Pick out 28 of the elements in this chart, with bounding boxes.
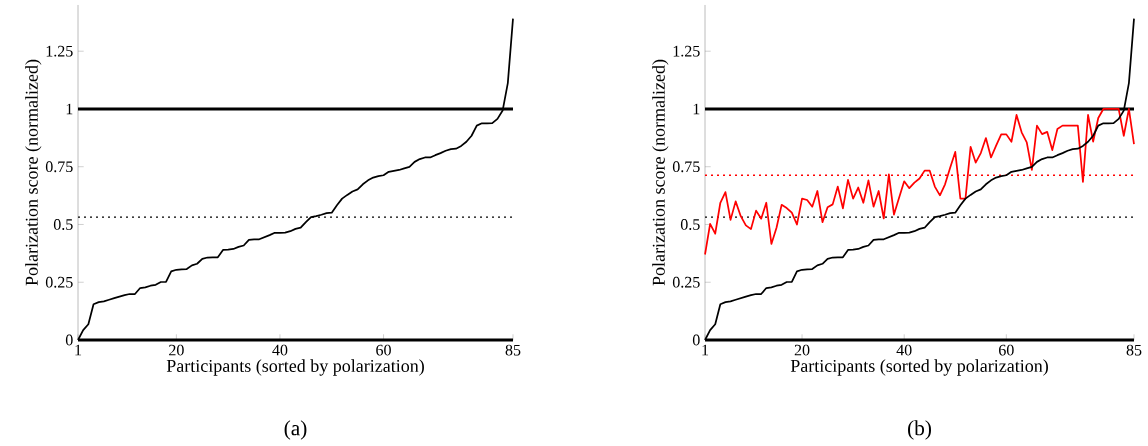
y-tick-label: 0.5: [53, 219, 73, 230]
y-tick-label: 0: [65, 334, 73, 346]
y-tick-label: 0.25: [672, 276, 700, 288]
y-axis-title: Polarization score (normalized): [25, 59, 42, 286]
y-tick-label: 0.75: [672, 161, 700, 173]
y-tick-label: 1.25: [673, 45, 700, 57]
y-tick-label: 1: [693, 103, 700, 115]
x-tick-label: 40: [896, 344, 912, 356]
y-tick-label: 0.25: [45, 276, 73, 288]
y-axis-title: Polarization score (normalized): [652, 59, 669, 286]
x-tick-label: 20: [169, 344, 184, 356]
x-tick-label: 60: [376, 344, 391, 356]
text: (a): [284, 420, 307, 440]
x-tick-label: 40: [272, 344, 288, 356]
x-tick-label: 20: [794, 344, 810, 356]
y-tick-label: 1.25: [46, 45, 73, 57]
x-tick-label: 60: [999, 344, 1014, 356]
y-tick-label: 0.75: [45, 161, 73, 173]
x-axis-title: Participants (sorted by polarization): [790, 359, 1048, 376]
x-tick-label: 1: [702, 344, 709, 356]
y-tick-label: 0.5: [680, 219, 700, 230]
x-axis-title: Participants (sorted by polarization): [166, 359, 424, 376]
x-tick-label: 85: [1126, 344, 1142, 356]
y-tick-label: 1: [66, 103, 73, 115]
text: (b): [908, 420, 932, 440]
y-tick-label: 0: [692, 334, 700, 346]
x-tick-label: 1: [75, 344, 82, 356]
x-tick-label: 85: [505, 344, 521, 356]
